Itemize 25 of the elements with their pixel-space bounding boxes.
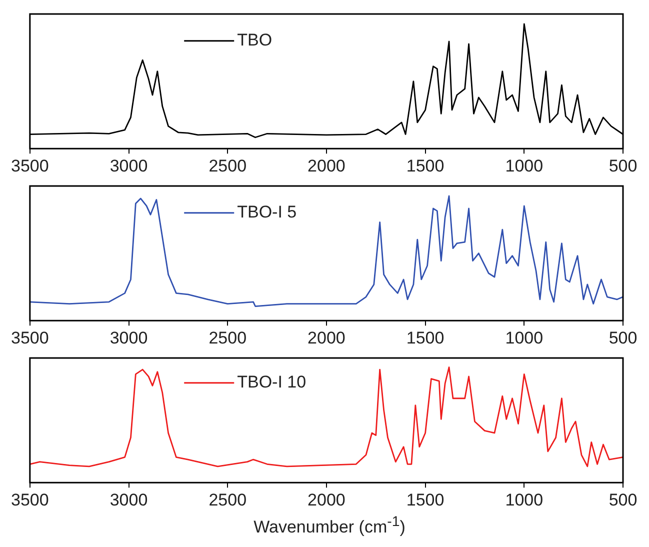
x-tick-label: 3000 [110, 156, 148, 176]
x-tick-label: 500 [608, 328, 638, 348]
x-tick-label: 3500 [10, 156, 49, 176]
x-tick-label: 3000 [110, 328, 148, 348]
x-tick-label: 2500 [208, 156, 247, 176]
x-axis-title: Wavenumber (cm$^{-1}$) [252, 514, 406, 538]
x-tick-label: 1500 [406, 156, 444, 176]
x-tick-label: 2000 [308, 490, 346, 510]
x-tick-label: 1500 [406, 490, 444, 510]
x-tick-label: 2500 [208, 328, 247, 348]
x-tick-label: 1000 [505, 156, 544, 176]
x-tick-label: 500 [608, 156, 638, 176]
x-tick-label: 3500 [10, 328, 49, 348]
x-tick-label: 2500 [208, 490, 247, 510]
x-tick-label: 1500 [406, 328, 444, 348]
legend-label: TBO-I 5 [237, 202, 297, 222]
x-tick-label: 2000 [308, 328, 346, 348]
legend-label: TBO [237, 30, 272, 50]
x-tick-label: 1000 [505, 328, 544, 348]
legend-label: TBO-I 10 [237, 372, 306, 392]
x-tick-label: 500 [608, 490, 638, 510]
x-tick-label: 3500 [10, 490, 49, 510]
x-tick-label: 1000 [505, 490, 544, 510]
x-tick-label: 2000 [308, 156, 346, 176]
x-tick-label: 3000 [110, 490, 148, 510]
